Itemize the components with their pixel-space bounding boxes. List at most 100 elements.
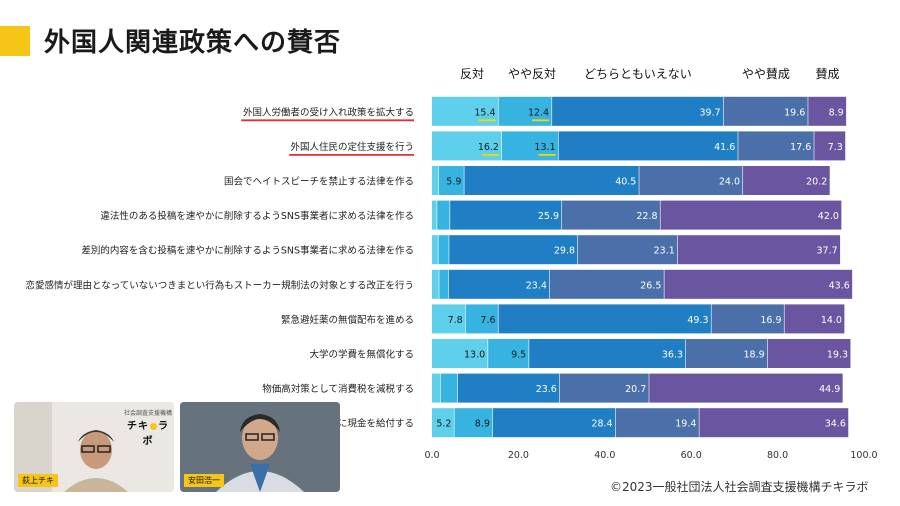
bar-segment (492, 408, 615, 438)
participant-2-name: 安田浩一 (184, 474, 224, 487)
bar-segment (454, 408, 493, 438)
logo-text-left: チキ (127, 421, 149, 432)
bar-segment (639, 166, 743, 195)
data-label: 19.3 (827, 350, 848, 361)
category-label: 国会でヘイトスピーチを禁止する法律を作る (224, 176, 414, 188)
bar-segment (439, 269, 449, 299)
bar-segment (660, 200, 842, 230)
data-label: 17.6 (790, 142, 811, 153)
bar-segment (498, 304, 711, 334)
category-label: 外国人労働者の受け入れ政策を拡大する (243, 106, 414, 118)
bar-segment (432, 269, 439, 299)
page-title: 外国人関連政策への賛否 (44, 28, 342, 58)
bar-segment (767, 339, 851, 368)
bar-segment (465, 304, 498, 334)
participant-1-name: 荻上チキ (18, 474, 58, 487)
data-label: 13.1 (534, 142, 555, 153)
bar-segment (808, 96, 847, 126)
data-label: 37.7 (817, 246, 838, 257)
data-label: 22.8 (636, 211, 657, 222)
data-label: 8.9 (475, 419, 490, 430)
data-label: 39.7 (699, 107, 720, 118)
data-label: 20.2 (806, 177, 827, 188)
data-label: 5.2 (436, 419, 451, 430)
bar-segment (449, 235, 578, 265)
category-label: 緊急避妊薬の無償配布を進める (281, 314, 414, 326)
data-label: 40.5 (615, 177, 636, 188)
legend-label: やや賛成 (742, 67, 790, 81)
bar-segment (814, 131, 846, 161)
bar-segment (448, 269, 550, 299)
bar-segment (457, 373, 560, 403)
bar-segment (552, 96, 723, 126)
bar-segment (438, 235, 449, 265)
data-label: 24.0 (719, 177, 740, 188)
bar-segment (464, 166, 639, 195)
chikilabo-logo: 社会調査支援機構 チキ ラボ (122, 408, 174, 447)
video-tile-participant-1[interactable]: 社会調査支援機構 チキ ラボ 荻上チキ (14, 402, 174, 492)
category-label: 大学の学費を無償化する (309, 349, 414, 361)
bar-segment (432, 200, 437, 230)
data-label: 19.4 (675, 419, 696, 430)
logo-subtitle: 社会調査支援機構 (123, 410, 172, 417)
bar-segment (711, 304, 784, 334)
x-tick-label: 0.0 (424, 450, 439, 461)
data-label: 9.5 (511, 350, 526, 361)
bar-segment (578, 235, 678, 265)
logo-mark-icon (150, 422, 157, 430)
category-label: に現金を給付する (338, 418, 414, 430)
x-tick-label: 100.0 (850, 450, 877, 461)
bar-segment (615, 408, 699, 438)
data-label: 34.6 (825, 419, 846, 430)
copyright-text: ©2023一般社団法人社会調査支援機構チキラボ (610, 480, 869, 494)
data-label: 7.3 (828, 142, 843, 153)
legend-label: やや反対 (508, 67, 556, 81)
bar-segment (432, 304, 466, 334)
bar-segment (529, 339, 686, 368)
bar-segment (559, 373, 649, 403)
data-label: 23.4 (526, 280, 547, 291)
title-accent-bar (0, 26, 30, 56)
x-tick-label: 20.0 (508, 450, 529, 461)
category-label: 違法性のある投稿を速やかに削除するようSNS事業者に求める法律を作る (100, 210, 414, 222)
bar-segment (488, 339, 529, 368)
data-label: 13.0 (464, 350, 485, 361)
data-label: 25.9 (538, 211, 559, 222)
data-label: 18.9 (744, 350, 765, 361)
bar-segment (664, 269, 853, 299)
data-label: 23.6 (536, 384, 557, 395)
data-label: 41.6 (714, 142, 735, 153)
logo-text: チキ ラボ (122, 417, 174, 447)
bar-segment (437, 200, 450, 230)
data-label: 7.6 (480, 315, 495, 326)
bar-segment (432, 166, 439, 195)
data-label: 15.4 (474, 107, 495, 118)
legend-label: どちらともいえない (584, 67, 692, 81)
stacked-bar-chart: 外国人労働者の受け入れ政策を拡大する 15.4 12.4 39.7 19.6 8.9 外国人… (26, 67, 878, 461)
bar-segment (438, 166, 464, 195)
bar-segment (432, 408, 454, 438)
legend-label: 賛成 (815, 67, 839, 81)
data-label: 49.3 (687, 315, 708, 326)
bar-segment (549, 269, 664, 299)
data-label: 16.2 (478, 142, 499, 153)
logo-text-right: ラボ (142, 421, 169, 447)
bar-segment (562, 200, 660, 230)
category-label: 恋愛感情が理由となっていないつきまとい行為もストーカー規制法の対象とする改正を行… (26, 279, 414, 291)
data-label: 28.4 (591, 419, 612, 430)
data-label: 44.9 (819, 384, 840, 395)
bar-segment (432, 339, 488, 368)
bar-segment (440, 373, 458, 403)
data-label: 7.8 (448, 315, 463, 326)
bar-segment (784, 304, 845, 334)
bar-segment (723, 96, 808, 126)
data-label: 12.4 (528, 107, 549, 118)
bar-segment (743, 166, 830, 195)
data-label: 19.6 (784, 107, 805, 118)
bar-segment (677, 235, 841, 265)
data-label: 26.5 (640, 280, 661, 291)
bar-segment (432, 235, 438, 265)
video-tile-participant-2[interactable]: 安田浩一 (180, 402, 340, 492)
data-label: 43.6 (829, 280, 850, 291)
x-tick-label: 80.0 (767, 450, 788, 461)
